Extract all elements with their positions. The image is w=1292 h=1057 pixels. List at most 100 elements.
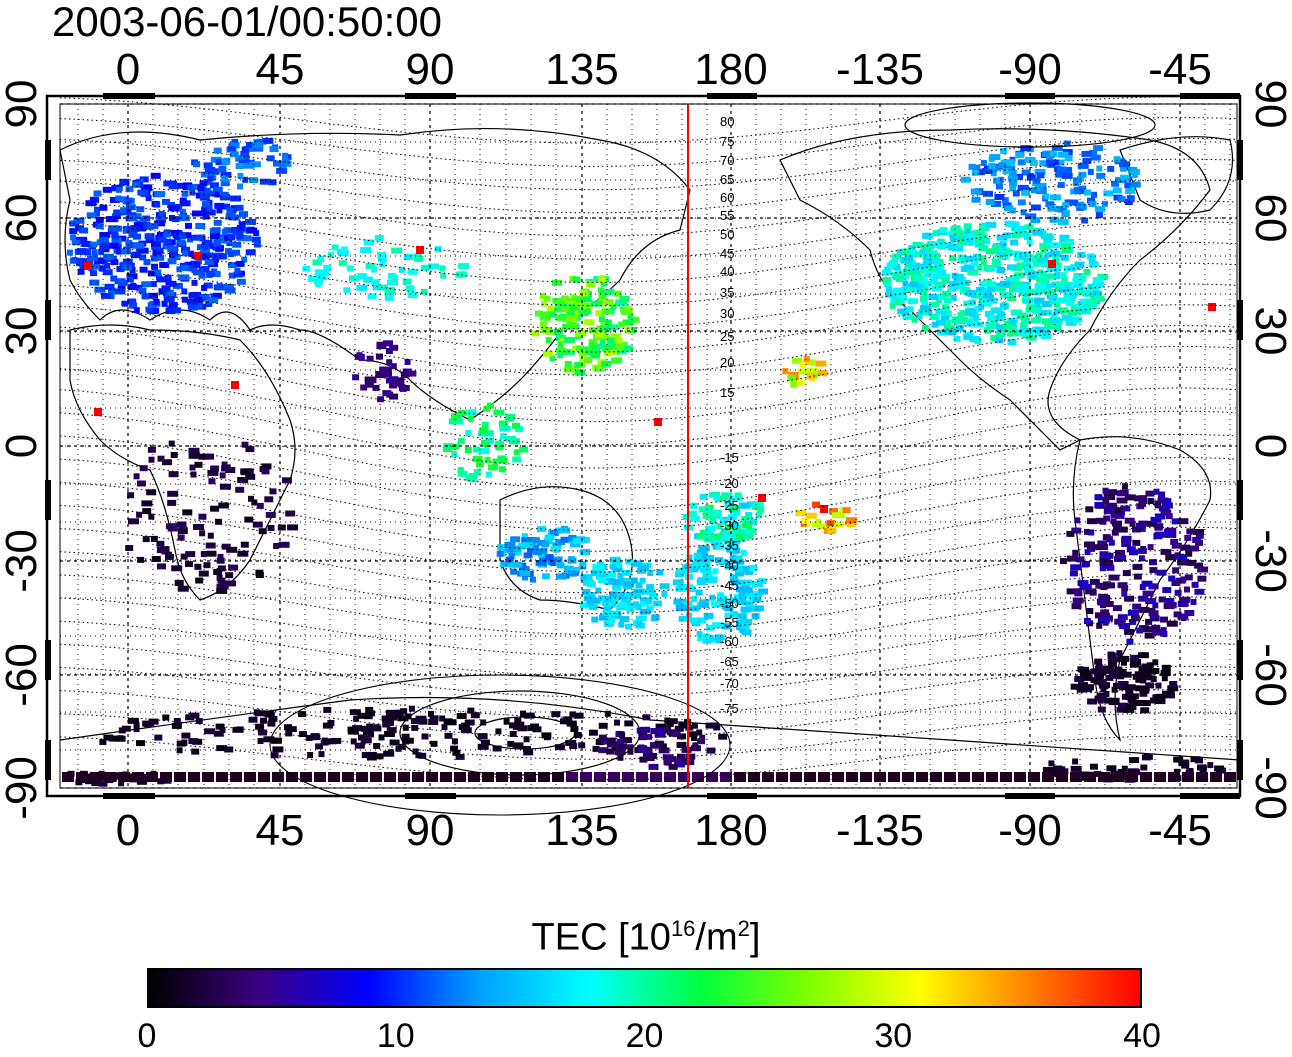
tec-cell bbox=[674, 761, 686, 768]
tec-cell bbox=[193, 161, 201, 168]
tec-cell bbox=[176, 740, 186, 747]
tec-cell bbox=[194, 252, 202, 260]
contour-line bbox=[59, 596, 1237, 656]
tec-cell bbox=[199, 251, 207, 257]
tec-cell bbox=[1051, 144, 1063, 151]
tec-cell bbox=[1026, 304, 1037, 311]
tec-cell bbox=[202, 772, 214, 782]
tec-cell bbox=[631, 560, 642, 567]
tec-cell bbox=[248, 495, 254, 502]
tec-cell bbox=[806, 373, 815, 380]
tec-cell bbox=[199, 530, 206, 537]
tec-cell bbox=[976, 234, 988, 241]
contour-label: 55 bbox=[720, 208, 734, 223]
tec-cell bbox=[1099, 565, 1106, 572]
contour-line bbox=[59, 689, 1237, 739]
tec-cell bbox=[223, 283, 234, 290]
tec-cell bbox=[967, 290, 976, 297]
tec-cell bbox=[734, 555, 741, 562]
tec-cell bbox=[738, 565, 750, 572]
tec-cell bbox=[314, 772, 326, 782]
tec-cell bbox=[118, 780, 125, 787]
tec-cell bbox=[390, 363, 397, 370]
tec-cell bbox=[745, 512, 753, 519]
tec-cell bbox=[310, 733, 320, 740]
tec-cell bbox=[721, 536, 729, 543]
tec-cell bbox=[451, 738, 458, 745]
tec-cell bbox=[1125, 187, 1136, 194]
tec-cell bbox=[519, 562, 527, 569]
tec-cell bbox=[1124, 494, 1136, 501]
tec-cell bbox=[372, 384, 380, 391]
tec-cell bbox=[732, 526, 739, 533]
tec-cell bbox=[87, 241, 97, 248]
tec-cell bbox=[415, 715, 427, 722]
tec-cell bbox=[1002, 168, 1011, 175]
tec-cell bbox=[1013, 254, 1020, 261]
tec-cell bbox=[507, 740, 515, 747]
tec-cell bbox=[193, 261, 201, 268]
tec-cell bbox=[932, 273, 942, 280]
tec-cell bbox=[622, 345, 634, 352]
tec-cell bbox=[268, 715, 278, 722]
tec-cell bbox=[201, 243, 209, 250]
tec-cell bbox=[510, 568, 518, 575]
tec-cell bbox=[195, 718, 203, 725]
tec-cell bbox=[793, 379, 805, 386]
tec-cell bbox=[307, 752, 314, 758]
tec-cell bbox=[1055, 171, 1067, 178]
tec-cell bbox=[1140, 764, 1148, 771]
tec-cell bbox=[1188, 545, 1200, 552]
tec-cell bbox=[253, 241, 261, 248]
tec-cell bbox=[278, 541, 290, 548]
tec-cell bbox=[971, 196, 981, 203]
tec-cell bbox=[635, 604, 642, 611]
tec-cell bbox=[361, 752, 370, 759]
tec-cell bbox=[241, 441, 249, 448]
tec-cell bbox=[908, 245, 916, 252]
tec-cell bbox=[1174, 552, 1181, 559]
tec-cell bbox=[498, 466, 506, 473]
tec-cell bbox=[385, 348, 393, 354]
tec-cell bbox=[1141, 580, 1153, 587]
tec-cell bbox=[881, 269, 892, 276]
tec-cell bbox=[595, 739, 605, 746]
tec-cell bbox=[1147, 498, 1154, 504]
tec-cell bbox=[194, 563, 202, 570]
tec-cell bbox=[712, 568, 719, 575]
tec-cell bbox=[1167, 687, 1175, 694]
tec-cell bbox=[557, 341, 564, 348]
tec-cell bbox=[217, 565, 226, 572]
tec-cell bbox=[284, 724, 292, 731]
tec-cell bbox=[1059, 307, 1068, 314]
tec-cell bbox=[188, 452, 200, 459]
tec-cell bbox=[1037, 269, 1044, 276]
tec-cell bbox=[450, 413, 459, 420]
tec-cell bbox=[689, 515, 701, 522]
tec-cell bbox=[1032, 229, 1044, 236]
tec-cell bbox=[277, 524, 286, 531]
tec-cell bbox=[1050, 265, 1061, 272]
tec-cell bbox=[360, 384, 368, 391]
tec-cell bbox=[1045, 283, 1052, 290]
tec-cell bbox=[999, 280, 1010, 287]
tec-cell bbox=[264, 496, 274, 503]
tec-cell bbox=[430, 740, 438, 747]
tec-cell bbox=[95, 216, 104, 223]
tec-cell bbox=[1096, 172, 1106, 179]
tec-cell bbox=[945, 242, 954, 249]
tec-cell bbox=[787, 374, 796, 381]
tec-cell bbox=[383, 750, 395, 757]
tec-cell bbox=[1111, 180, 1120, 187]
tec-cell bbox=[1049, 216, 1056, 223]
tec-cell bbox=[1069, 265, 1076, 272]
tec-cell bbox=[815, 360, 827, 367]
tec-cell bbox=[741, 619, 753, 626]
contour-label: -45 bbox=[720, 578, 739, 593]
tec-cell bbox=[635, 615, 647, 622]
tec-cell bbox=[600, 320, 608, 327]
tec-cell bbox=[207, 270, 216, 277]
tec-cell bbox=[1136, 503, 1145, 510]
tec-cell bbox=[594, 772, 606, 782]
frame-tick bbox=[45, 480, 51, 520]
